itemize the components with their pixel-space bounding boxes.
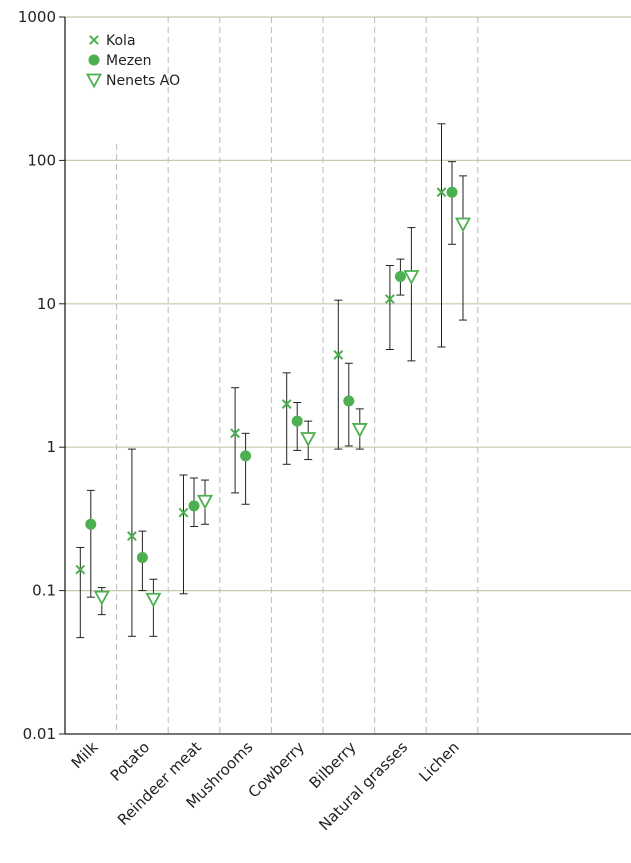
legend-label: Kola — [106, 33, 136, 49]
y-tick-label: 0.1 — [32, 582, 56, 600]
data-point-circle — [394, 271, 406, 283]
data-point-circle — [85, 518, 97, 530]
legend-marker — [85, 73, 103, 89]
error-bar — [282, 372, 291, 465]
data-point-circle — [446, 186, 458, 198]
data-point-x — [126, 531, 137, 541]
y-tick-label: 0.01 — [23, 725, 56, 743]
marker-stroke — [126, 531, 137, 541]
data-point-x — [384, 294, 395, 304]
data-point-triangle-down — [196, 494, 214, 510]
marker-stroke — [89, 35, 99, 45]
legend: Kola Mezen Nenets AO — [85, 33, 180, 89]
marker-layer — [75, 186, 472, 608]
marker-stroke — [384, 294, 395, 304]
error-bar — [334, 299, 343, 450]
error-bar — [76, 546, 85, 639]
error-bar — [86, 489, 95, 598]
data-point-circle — [188, 500, 200, 512]
y-tick-label: 10 — [37, 295, 56, 313]
error-bar — [459, 175, 467, 321]
y-tick-label: 100 — [27, 151, 56, 169]
error-bar — [385, 264, 394, 351]
data-point-circle — [291, 415, 303, 427]
data-point-x — [436, 187, 447, 198]
error-bar — [241, 432, 250, 505]
data-point-circle — [343, 395, 355, 407]
x-category-label: Natural grasses — [315, 738, 411, 834]
data-point-x — [178, 507, 189, 518]
data-point-x — [281, 399, 292, 409]
marker-stroke — [436, 187, 447, 198]
data-point-circle — [240, 450, 252, 462]
data-point-triangle-down — [351, 423, 368, 438]
data-point-triangle-down — [403, 270, 420, 285]
error-bar — [179, 474, 188, 595]
data-point-x — [333, 350, 344, 360]
axis-layer — [59, 16, 631, 735]
separator-layer — [116, 17, 479, 734]
legend-marker — [88, 54, 100, 66]
error-bar — [149, 578, 158, 637]
error-bar — [231, 387, 240, 494]
legend-marker — [89, 35, 99, 45]
marker-stroke — [178, 507, 189, 518]
y-tick-label: 1000 — [18, 8, 56, 26]
x-category-label: Cowberry — [245, 738, 308, 801]
data-point-triangle-down — [93, 590, 110, 606]
data-point-triangle-down — [145, 592, 162, 608]
error-bar — [407, 227, 416, 362]
y-tick-label: 1 — [46, 438, 56, 456]
error-bar — [448, 161, 456, 245]
errorbar-layer — [76, 123, 467, 639]
data-point-triangle-down — [300, 432, 317, 447]
data-point-x — [230, 428, 241, 439]
x-category-label: Potato — [107, 738, 154, 785]
data-point-triangle-down — [454, 217, 472, 233]
marker-stroke — [75, 564, 86, 575]
legend-label: Nenets AO — [106, 73, 180, 89]
legend-label: Mezen — [106, 53, 152, 69]
x-category-label: Lichen — [415, 738, 462, 785]
marker-stroke — [333, 350, 344, 360]
marker-stroke — [281, 399, 292, 409]
error-bar — [127, 448, 136, 637]
data-point-x — [75, 564, 86, 575]
error-bar — [437, 123, 446, 348]
grid-layer — [65, 16, 631, 592]
x-category-label: Milk — [68, 738, 102, 772]
marker-stroke — [230, 428, 241, 439]
data-point-circle — [136, 552, 148, 564]
